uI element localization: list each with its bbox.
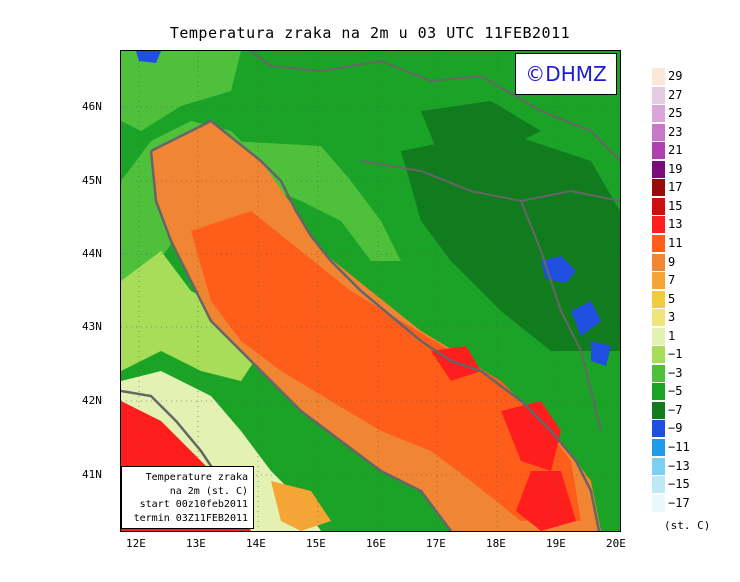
legend-swatch	[652, 494, 665, 512]
land-patch-northeast	[421, 101, 541, 161]
dhmz-logo: ©DHMZ	[515, 53, 617, 95]
border-east	[520, 200, 602, 432]
legend-label: 3	[668, 310, 676, 325]
lat-label-42n: 42N	[82, 394, 102, 407]
lat-label-41n: 41N	[82, 468, 102, 481]
lon-label-15e: 15E	[306, 537, 326, 550]
lon-label-12e: 12E	[126, 537, 146, 550]
legend-label: 9	[668, 254, 676, 269]
legend-swatch	[652, 346, 665, 364]
legend-swatch	[652, 327, 665, 345]
land-patch-italy-south	[121, 251, 261, 381]
legend-label: −7	[668, 402, 683, 417]
land-patch-coast	[231, 141, 401, 261]
lon-label-20e: 20E	[606, 537, 626, 550]
legend-swatch	[652, 364, 665, 382]
legend-swatch	[652, 234, 665, 252]
cold-spot-4	[136, 51, 161, 63]
cold-spot-2	[571, 301, 601, 336]
warm-spot-south	[271, 481, 331, 531]
lon-label-18e: 18E	[486, 537, 506, 550]
coastline-east	[150, 119, 601, 531]
legend-swatch	[652, 272, 665, 290]
legend-swatch	[652, 309, 665, 327]
legend-swatch	[652, 216, 665, 234]
legend-swatch	[652, 439, 665, 456]
legend-swatch	[652, 420, 665, 438]
lat-label-46n: 46N	[82, 100, 102, 113]
legend-label: 23	[668, 124, 683, 139]
legend-label: −15	[668, 477, 690, 492]
info-line-1: Temperature zraka	[145, 472, 248, 483]
lat-label-43n: 43N	[82, 320, 102, 333]
legend-label: −13	[668, 458, 690, 473]
legend-swatch	[652, 197, 665, 215]
legend-label: −5	[668, 384, 683, 399]
graticule	[121, 51, 620, 531]
legend-swatch	[652, 476, 665, 494]
lon-label-13e: 13E	[186, 537, 206, 550]
legend-swatch	[652, 142, 665, 160]
lon-label-17e: 17E	[426, 537, 446, 550]
legend-swatch	[652, 86, 665, 104]
legend-swatch	[652, 253, 665, 271]
info-line-2: na 2m (st. C)	[169, 485, 248, 497]
legend-label: 5	[668, 291, 676, 306]
legend-label: 13	[668, 217, 683, 232]
legend-label: −9	[668, 421, 683, 436]
legend-label: 15	[668, 198, 683, 213]
legend-label: 7	[668, 273, 676, 288]
info-line-4: termin 03Z11FEB2011	[133, 512, 248, 524]
legend-swatch	[652, 401, 665, 419]
legend-label: −3	[668, 365, 683, 380]
legend-label: 19	[668, 161, 683, 176]
legend-label: 17	[668, 180, 683, 195]
legend-swatch	[652, 123, 665, 141]
legend-swatch	[652, 160, 665, 178]
coastline-west	[149, 150, 452, 531]
legend-swatch	[652, 68, 665, 85]
temperature-map	[120, 50, 621, 532]
map-canvas	[121, 51, 620, 531]
legend-label: 21	[668, 143, 683, 158]
forecast-info-box: Temperature zraka na 2m (st. C) start 00…	[121, 466, 254, 529]
border-inner	[360, 160, 620, 203]
legend-label: 27	[668, 87, 683, 102]
legend-swatch	[652, 105, 665, 123]
info-line-3: start 00z10feb2011	[139, 499, 248, 510]
lon-label-14e: 14E	[246, 537, 266, 550]
border-north	[250, 51, 620, 162]
legend-label: 11	[668, 235, 683, 250]
lon-label-19e: 19E	[546, 537, 566, 550]
legend-label: −11	[668, 440, 690, 454]
sea-warm-core	[191, 211, 581, 521]
legend-label: 25	[668, 106, 683, 121]
legend-label: 1	[668, 328, 676, 343]
legend-label: −1	[668, 347, 683, 362]
lat-label-45n: 45N	[82, 174, 102, 187]
cold-spot-3	[591, 341, 611, 366]
land-patch-north	[121, 51, 241, 131]
legend-swatch	[652, 383, 665, 401]
hot-spot-2	[501, 401, 561, 471]
legend-swatch	[652, 290, 665, 308]
lon-label-16e: 16E	[366, 537, 386, 550]
lat-label-44n: 44N	[82, 247, 102, 260]
legend-unit: (st. C)	[664, 519, 711, 532]
land-patch-interior	[401, 131, 620, 351]
legend-swatch	[652, 457, 665, 475]
legend-label: 29	[668, 69, 683, 83]
map-title: Temperatura zraka na 2m u 03 UTC 11FEB20…	[169, 24, 571, 42]
hot-spot-3	[516, 471, 576, 531]
legend-swatch	[652, 179, 665, 197]
legend-label: −17	[668, 495, 690, 510]
